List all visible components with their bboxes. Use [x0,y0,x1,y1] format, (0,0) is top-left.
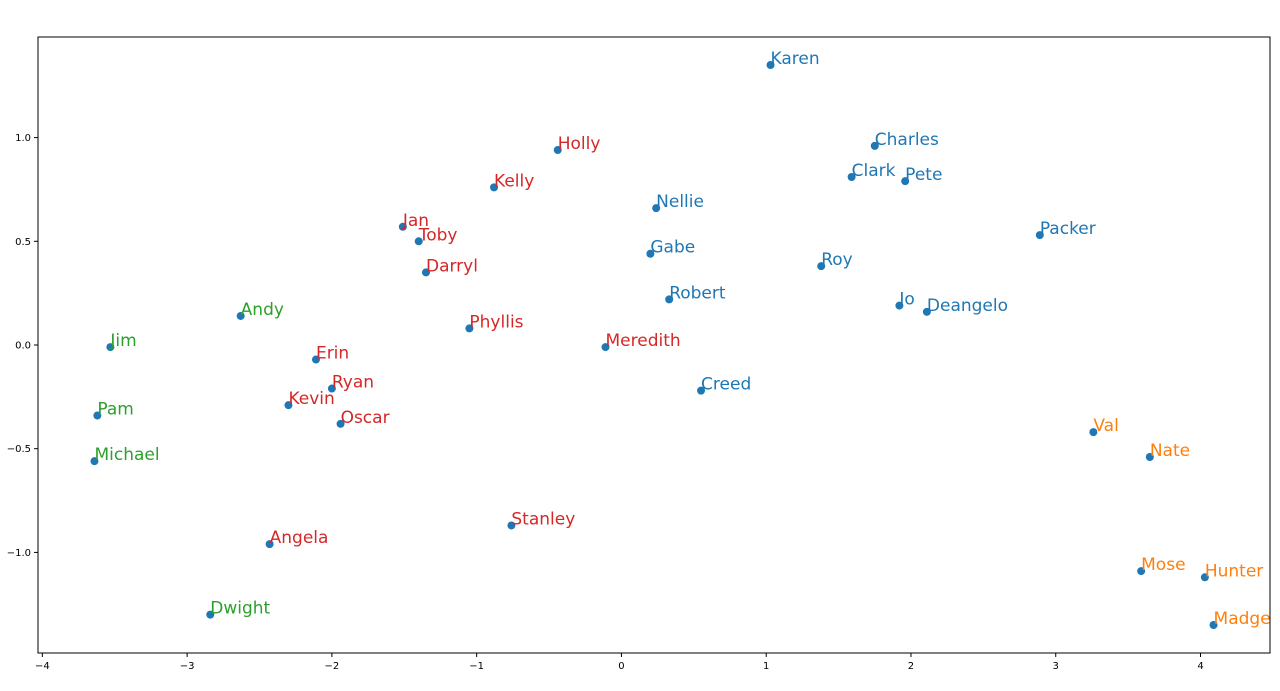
y-tick-label: −1.0 [7,548,31,559]
y-tick-label: 0.0 [15,341,31,352]
point-label: Jo [898,290,914,310]
data-point [93,411,102,420]
point-label: Mose [1141,555,1185,575]
data-point [1035,231,1044,240]
data-point [766,61,775,69]
y-tick-label: −0.5 [7,444,31,455]
point-label: Kelly [494,171,534,191]
x-tick-label: 1 [763,661,769,672]
point-label: Andy [241,300,284,320]
data-point [106,343,115,352]
point-label: Holly [558,134,601,154]
point-label: Hunter [1205,561,1263,581]
point-label: Val [1093,416,1118,436]
point-label: Phyllis [469,312,523,332]
point-label: Creed [701,375,751,395]
data-point [1137,567,1146,576]
plot-frame [37,36,1271,654]
point-label: Deangelo [927,296,1008,316]
y-axis: −1.0 −0.5 0.0 0.5 1.0 [7,133,38,559]
data-point [465,324,474,333]
point-label: Erin [316,344,349,364]
point-label: Toby [418,225,458,245]
point-label: Kevin [288,389,334,409]
point-label: Ryan [332,373,374,393]
point-label: Charles [875,130,939,150]
point-label: Jan [402,211,429,231]
point-label: Karen [771,49,820,69]
data-point [236,311,245,320]
x-tick-label: −4 [35,661,50,672]
x-tick-label: −3 [180,661,195,672]
data-point [1145,453,1154,461]
point-label: Angela [270,528,329,548]
x-tick-label: 2 [908,661,914,672]
data-point [847,173,856,181]
data-point [652,204,661,213]
data-point [414,237,423,246]
data-point [646,249,655,258]
data-point [265,540,274,549]
data-point [206,610,215,619]
x-tick-label: 3 [1053,661,1059,672]
point-label: Gabe [650,238,695,258]
point-label: Madge [1214,609,1271,629]
x-tick-label: −1 [469,661,484,672]
point-label: Pete [905,165,942,185]
data-point [490,183,499,192]
data-point [421,268,430,277]
point-label: Jim [109,331,136,351]
point-label: Packer [1040,219,1096,239]
y-tick-label: 0.5 [15,237,31,248]
point-label: Darryl [426,256,478,276]
data-point [507,521,516,530]
point-label: Meredith [606,331,681,351]
data-point [817,262,826,271]
point-label: Nellie [656,192,704,212]
data-point [90,457,99,466]
x-axis: −4 −3 −2 −1 0 1 2 3 4 [35,653,1204,672]
data-point [665,295,674,304]
x-tick-label: 0 [618,661,624,672]
point-label: Pam [97,400,133,420]
data-point [901,177,910,186]
point-label: Dwight [210,599,270,619]
point-label: Oscar [341,408,390,428]
data-point [895,301,904,310]
data-point [284,401,293,410]
data-point [311,355,320,364]
y-tick-label: 1.0 [15,133,31,144]
point-labels: Karen Charles Clark Pete Nellie Gabe Packer Roy… [94,49,1270,629]
data-point [1209,621,1218,629]
point-label: Clark [852,161,896,181]
data-point [601,343,610,352]
plot-area [38,37,1270,653]
x-tick-label: 4 [1197,661,1203,672]
data-point [553,146,562,155]
data-points [90,61,1218,629]
point-label: Stanley [511,509,575,529]
data-point [1089,428,1098,437]
data-point [327,384,336,393]
point-label: Robert [669,283,726,303]
point-label: Roy [821,250,853,270]
data-point [336,419,345,428]
data-point [922,307,931,316]
point-label: Michael [94,445,159,465]
data-point [870,141,879,150]
point-label: Nate [1150,441,1190,461]
data-point [1200,573,1209,582]
data-point [697,386,706,395]
x-tick-label: −2 [325,661,340,672]
data-point [398,222,407,231]
